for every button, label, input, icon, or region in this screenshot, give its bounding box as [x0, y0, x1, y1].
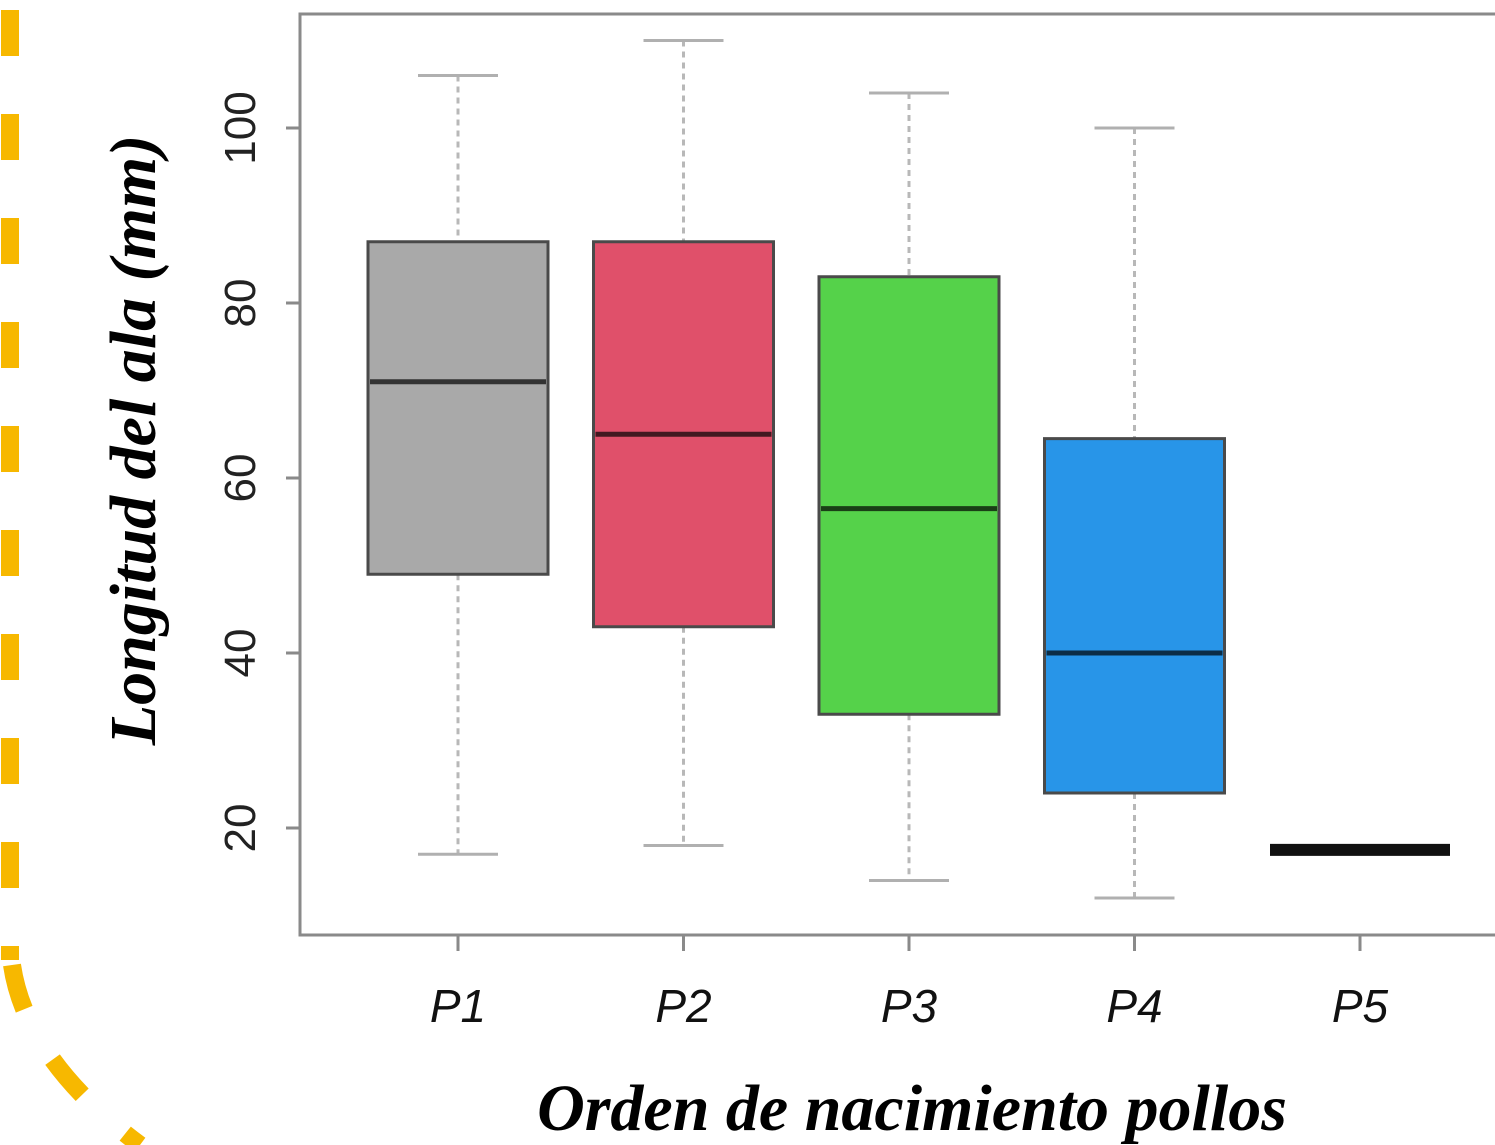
- x-axis-title: Orden de nacimiento pollos: [537, 1072, 1287, 1145]
- y-tick-label-80: 80: [216, 279, 265, 328]
- y-tick-label-100: 100: [216, 91, 265, 164]
- y-tick-label-60: 60: [216, 454, 265, 503]
- x-tick-label-p3: P3: [881, 980, 938, 1032]
- box-p4: [1043, 437, 1226, 795]
- y-axis-title: Longitud del ala (mm): [97, 135, 170, 747]
- y-tick-label-20: 20: [216, 804, 265, 853]
- x-tick-label-p5: P5: [1332, 980, 1389, 1032]
- x-tick-label-p2: P2: [655, 980, 711, 1032]
- x-tick-label-p4: P4: [1106, 980, 1162, 1032]
- x-tick-label-p1: P1: [430, 980, 486, 1032]
- box-p3: [817, 275, 1001, 716]
- dashed-border-curve: [3, 963, 146, 1145]
- box-p1: [366, 240, 550, 576]
- y-tick-label-40: 40: [216, 629, 265, 678]
